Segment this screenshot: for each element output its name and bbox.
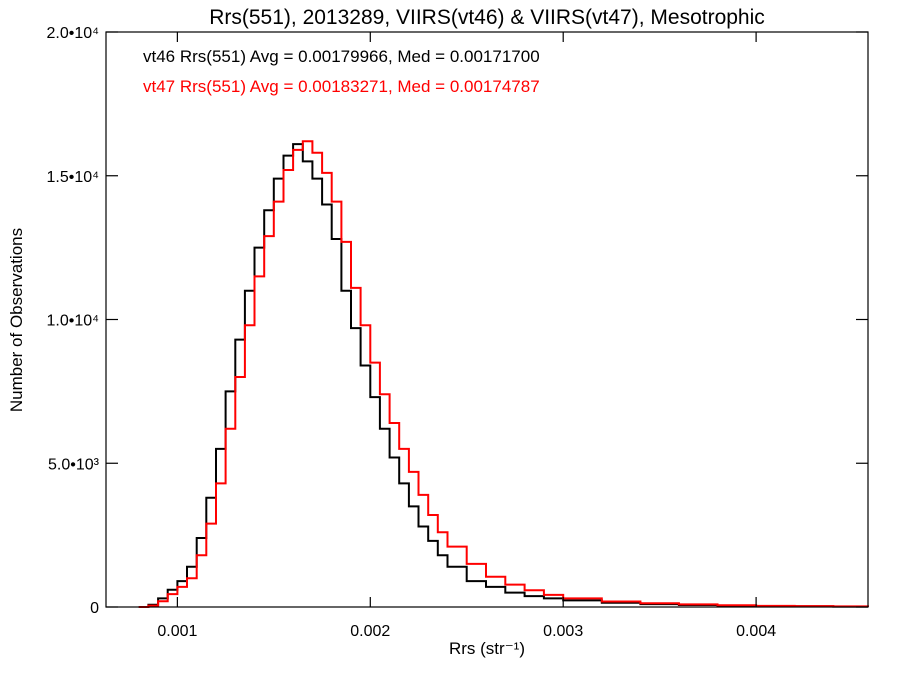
- y-tick-label: 1.0•10⁴: [46, 313, 99, 330]
- x-tick-label: 0.001: [157, 623, 197, 640]
- x-tick-label: 0.004: [736, 623, 776, 640]
- axis-ticks: 0.001 0.002 0.003 0.004 0 5.0•10³ 1.0•10⁴ 1.5•1…: [46, 25, 868, 640]
- y-tick-label: 0: [90, 600, 99, 617]
- series-layer: [138, 140, 869, 608]
- y-tick-label: 1.5•10⁴: [46, 169, 99, 186]
- x-tick-label: 0.002: [350, 623, 390, 640]
- plot-frame: [105, 31, 869, 608]
- y-tick-label: 5.0•10³: [48, 456, 100, 473]
- series-line-vt47: [138, 140, 869, 608]
- legend-entry-vt47: vt47 Rrs(551) Avg = 0.00183271, Med = 0.…: [143, 77, 540, 96]
- series-line-vt46: [138, 143, 869, 608]
- y-tick-label: 2.0•10⁴: [46, 25, 99, 42]
- legend: vt46 Rrs(551) Avg = 0.00179966, Med = 0.…: [143, 47, 540, 96]
- chart-title: Rrs(551), 2013289, VIIRS(vt46) & VIIRS(v…: [209, 6, 765, 29]
- y-axis-label: Number of Observations: [7, 228, 26, 412]
- x-axis-label: Rrs (str⁻¹): [449, 639, 525, 658]
- x-tick-label: 0.003: [543, 623, 583, 640]
- legend-entry-vt46: vt46 Rrs(551) Avg = 0.00179966, Med = 0.…: [143, 47, 540, 66]
